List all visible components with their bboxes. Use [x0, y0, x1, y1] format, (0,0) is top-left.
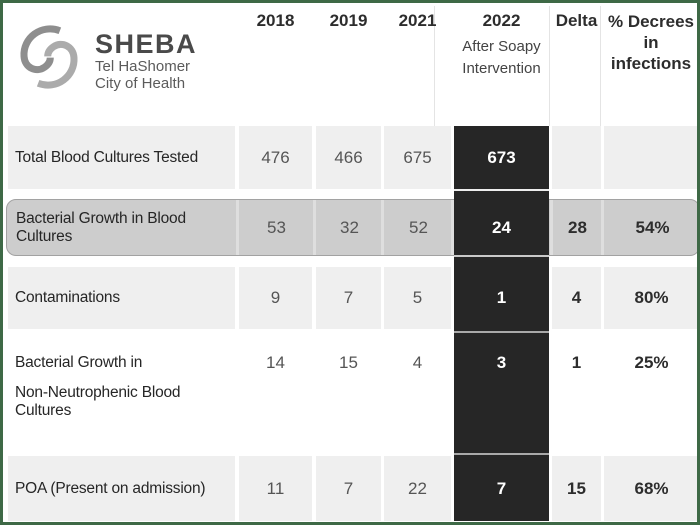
row-separator — [454, 331, 549, 333]
cell-2019: 7 — [316, 456, 381, 521]
cell-2018: 476 — [239, 126, 312, 189]
cell-pct — [604, 126, 697, 189]
cell-2022-row4: 3 — [496, 353, 507, 372]
pct-header-line2: in infections — [610, 33, 692, 73]
highlight-column-2022 — [454, 126, 549, 521]
header-divider — [549, 6, 550, 126]
cell-divider — [313, 200, 316, 255]
column-header-delta: Delta — [555, 11, 598, 30]
row-label: Bacterial Growth in Blood Cultures — [16, 209, 186, 245]
cell-2018: 11 — [239, 456, 312, 521]
table-row-highlighted: Bacterial Growth in Blood Cultures 53 32… — [6, 199, 697, 256]
column-header-2018: 2018 — [256, 11, 295, 30]
cell-2019: 32 — [340, 217, 359, 237]
cell-2021: 675 — [384, 126, 451, 189]
cell-delta: 28 — [568, 217, 587, 237]
cell-2021: 5 — [384, 267, 451, 329]
cell-2018: 14 — [239, 349, 312, 377]
cell-2018: 9 — [239, 267, 312, 329]
cell-2019: 7 — [316, 267, 381, 329]
column-header-2019: 2019 — [329, 11, 368, 30]
cell-2022-row5: 7 — [496, 479, 507, 498]
header-divider — [434, 6, 435, 126]
pct-header-line1: % Decrees — [607, 12, 694, 31]
row-label-line2: Non-Neutrophenic Blood Cultures — [8, 384, 235, 419]
cell-pct: 25% — [604, 349, 697, 377]
cell-2021: 4 — [384, 349, 451, 377]
column-header-2021: 2021 — [398, 11, 437, 30]
cell-delta — [552, 126, 601, 189]
cell-2021: 22 — [384, 456, 451, 521]
column-header-2022-subtitle: Intervention — [462, 60, 541, 77]
cell-divider — [236, 200, 239, 255]
cell-divider — [451, 200, 454, 255]
row-label: Total Blood Cultures Tested — [8, 126, 235, 189]
logo-subtitle-1: Tel HaShomer — [95, 58, 191, 75]
row-separator — [454, 189, 549, 191]
row-separator — [454, 453, 549, 455]
cell-2021: 52 — [409, 217, 428, 237]
row-label: POA (Present on admission) — [8, 456, 235, 521]
cell-2019: 466 — [316, 126, 381, 189]
cell-2019: 15 — [316, 349, 381, 377]
cell-divider — [381, 200, 384, 255]
cell-2022-row3: 1 — [496, 288, 507, 307]
logo-subtitle-2: City of Health — [95, 75, 186, 92]
cell-2022-row2: 24 — [492, 218, 511, 237]
row-separator — [454, 255, 549, 257]
column-header-pct-decrease: % Decrees in infections — [602, 11, 697, 74]
cell-delta: 1 — [552, 349, 601, 377]
cell-2022-row1: 673 — [487, 148, 516, 167]
cell-delta: 15 — [552, 456, 601, 521]
row-label-line1: Bacterial Growth in — [8, 349, 235, 377]
row-label: Contaminations — [8, 267, 235, 329]
cell-delta: 4 — [552, 267, 601, 329]
column-header-2022: 2022 — [482, 11, 521, 30]
cell-2018: 53 — [267, 217, 286, 237]
logo-brand-text: SHEBA — [95, 29, 198, 59]
cell-pct: 80% — [604, 267, 697, 329]
sheba-s-icon — [20, 25, 78, 89]
sheba-logo: SHEBA Tel HaShomer City of Health — [15, 17, 245, 107]
cell-pct: 68% — [604, 456, 697, 521]
column-header-2022-subtitle: After Soapy — [462, 38, 541, 55]
cell-divider — [601, 200, 604, 255]
header-divider — [600, 6, 601, 126]
cell-divider — [550, 200, 553, 255]
cell-pct: 54% — [635, 217, 670, 237]
